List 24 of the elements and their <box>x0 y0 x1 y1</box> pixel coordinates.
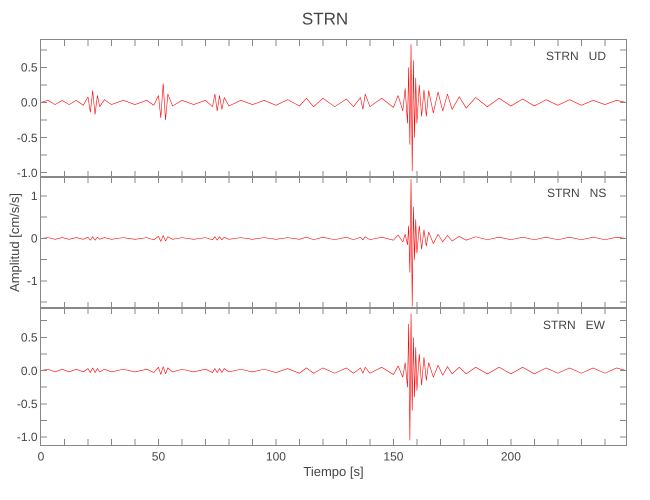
y-tick-label: -0.5 <box>16 130 38 145</box>
x-tick-label: 100 <box>266 449 286 464</box>
annotation: STRN EW <box>543 318 606 332</box>
y-tick-label: 0.5 <box>20 60 38 75</box>
y-tick-label: 0.0 <box>20 96 38 110</box>
x-tick-label: 150 <box>383 449 404 464</box>
y-tick-label: -0.5 <box>16 397 38 411</box>
y-tick-label: 0.0 <box>20 364 38 378</box>
line-series <box>41 44 626 172</box>
y-tick-label: 1 <box>30 189 38 204</box>
annotation: STRN UD <box>546 49 606 63</box>
line-series <box>41 178 626 307</box>
x-axis-title: Tiempo [s] <box>303 464 364 479</box>
y-tick-label: -1.0 <box>16 166 38 180</box>
y-axis-title: Amplitud [cm/s/s] <box>6 193 22 292</box>
y-tick-label: -1 <box>26 274 38 288</box>
line-series <box>41 313 626 441</box>
x-tick-label: 200 <box>500 449 522 464</box>
y-tick-label: 0 <box>30 232 38 246</box>
y-tick-label: 0.5 <box>20 330 38 345</box>
chart-title: STRN <box>302 9 348 28</box>
x-tick-label: 50 <box>152 449 166 464</box>
y-tick-label: -1.0 <box>16 430 38 444</box>
annotation: STRN NS <box>547 186 606 200</box>
